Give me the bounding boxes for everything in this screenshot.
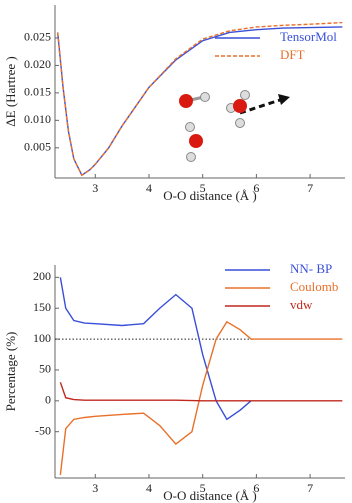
y-tick-label: 150 (33, 300, 51, 314)
legend-label: TensorMol (280, 29, 337, 44)
legend-label: vdw (290, 297, 313, 312)
x-tick-label: 3 (92, 181, 98, 195)
y-tick-label: 0.025 (24, 30, 51, 44)
x-axis-label: O-O distance (Å ) (163, 188, 257, 203)
legend-label: DFT (280, 47, 305, 62)
legend-label: NN- BP (290, 261, 332, 276)
y-axis-label: Percentage (%) (3, 332, 18, 412)
y-tick-label: 0 (45, 393, 51, 407)
x-tick-label: 3 (92, 481, 98, 495)
y-tick-label: 100 (33, 331, 51, 345)
y-tick-label: 0.015 (24, 85, 51, 99)
series-line (59, 277, 252, 421)
series-line (56, 21, 343, 177)
series-line (59, 320, 343, 475)
x-tick-label: 4 (146, 481, 152, 495)
x-tick-label: 5 (200, 181, 206, 195)
legend-label: Coulomb (290, 279, 338, 294)
x-tick-label: 4 (146, 181, 152, 195)
x-tick-label: 5 (200, 481, 206, 495)
y-axis-label: ΔE (Hartree ) (3, 56, 18, 126)
y-tick-label: -50 (35, 423, 51, 437)
x-tick-label: 6 (253, 481, 259, 495)
y-tick-label: 0.005 (24, 140, 51, 154)
y-tick-label: 50 (39, 362, 51, 376)
series-line (59, 382, 343, 402)
x-tick-label: 7 (307, 181, 313, 195)
x-tick-label: 6 (253, 181, 259, 195)
y-tick-label: 200 (33, 269, 51, 283)
x-tick-label: 7 (307, 481, 313, 495)
molecule-illustration (179, 90, 290, 162)
x-axis-label: O-O distance (Å ) (163, 488, 257, 503)
y-tick-label: 0.020 (24, 57, 51, 71)
y-tick-label: 0.010 (24, 112, 51, 126)
